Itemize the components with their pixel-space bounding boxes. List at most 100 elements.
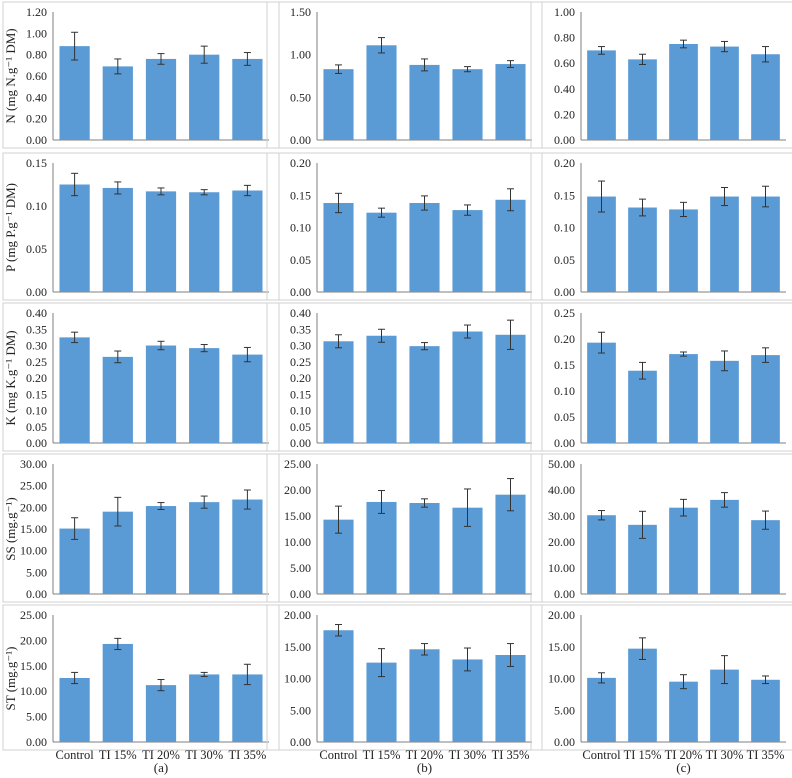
y-tick-label: 5.00 (26, 710, 47, 724)
bar-ST-b-2 (409, 649, 440, 742)
bar-ST-b-0 (323, 630, 354, 742)
y-tick-label: 0.00 (554, 436, 575, 450)
y-tick-label: 0.25 (554, 306, 575, 320)
chart-panel-ST-b: 0.00 5.00 10.00 15.00 20.00 Control TI 15% TI 2… (266, 604, 543, 762)
y-tick-label: 15.00 (20, 522, 47, 536)
chart-panel-K-a: 0.00 0.05 0.10 0.15 0.20 0.25 0.30 0.35 0.40 K (m… (2, 302, 280, 452)
y-tick-label: 0.00 (554, 735, 575, 749)
y-tick-label: 0.05 (26, 420, 47, 434)
y-tick-label: 20.00 (20, 633, 47, 647)
y-tick-label: 0.05 (554, 253, 575, 267)
x-category-label: TI 30% (185, 748, 223, 762)
x-category-label: TI 30% (706, 748, 744, 762)
y-tick-label: 20.00 (284, 608, 311, 622)
bar-ST-a-3 (189, 674, 220, 742)
y-tick-label: 30.00 (20, 457, 47, 471)
y-axis-title: P (mg P.g⁻¹ DM) (3, 183, 18, 272)
chart-panel-SS-a: 0.00 5.00 10.00 15.00 20.00 25.00 30.00 SS (mg.… (2, 453, 280, 603)
bar-K-a-2 (145, 345, 177, 443)
chart-frame (2, 302, 280, 452)
x-category-label: TI 15% (624, 748, 662, 762)
y-tick-label: 30.00 (548, 509, 575, 523)
y-tick-label: 20.00 (548, 535, 575, 549)
y-tick-label: 0.25 (290, 355, 311, 369)
y-tick-label: 1.20 (26, 5, 47, 19)
chart-panel-P-c: 0.00 0.05 0.10 0.15 0.20 (530, 152, 792, 301)
bar-P-a-3 (189, 192, 220, 292)
chart-frame (266, 604, 543, 751)
x-category-label: TI 35% (747, 748, 785, 762)
y-tick-label: 0.40 (554, 82, 575, 96)
y-tick-label: 0.15 (26, 387, 47, 401)
chart-panel-ST-c: 0.00 5.00 10.00 15.00 20.00 Control TI 15% TI 2… (530, 604, 792, 762)
y-tick-label: 0.05 (290, 253, 311, 267)
chart-panel-SS-c: 0.00 10.00 20.00 30.00 40.00 50.00 (530, 453, 792, 603)
y-tick-label: 1.00 (26, 26, 47, 40)
y-axis-title: K (mg K.g⁻¹ DM) (3, 330, 18, 425)
chart-panel-P-a: 0.00 0.05 0.10 0.15 P (mg P.g⁻¹ DM) (2, 152, 280, 301)
y-tick-label: 0.15 (290, 188, 311, 202)
y-tick-label: 15.00 (548, 640, 575, 654)
y-tick-label: 0.80 (554, 31, 575, 45)
panel-label-1: (b) (417, 760, 432, 775)
bar-P-c-1 (628, 207, 657, 292)
y-tick-label: 0.10 (554, 384, 575, 398)
chart-panel-N-b: 0.00 0.50 1.00 1.50 (266, 1, 543, 149)
bar-K-c-3 (710, 360, 739, 443)
y-tick-label: 0.40 (26, 306, 47, 320)
bar-K-a-1 (102, 356, 133, 443)
chart-frame (530, 453, 792, 603)
bar-SS-a-2 (145, 506, 177, 594)
x-category-label: Control (55, 748, 94, 762)
y-tick-label: 10.00 (20, 684, 47, 698)
bar-P-b-2 (409, 202, 440, 292)
y-tick-label: 0.05 (290, 420, 311, 434)
bar-K-a-0 (59, 337, 90, 443)
chart-frame (2, 1, 280, 149)
panel-label-0: (a) (154, 760, 168, 775)
bar-N-b-2 (409, 64, 440, 140)
chart-panel-ST-a: 0.00 5.00 10.00 15.00 20.00 25.00 ST (mg.g⁻¹) C… (2, 604, 280, 762)
chart-frame (266, 1, 543, 149)
bar-P-c-4 (751, 196, 780, 292)
bar-SS-c-3 (710, 499, 739, 594)
bar-ST-c-2 (669, 681, 698, 742)
y-tick-label: 1.00 (290, 48, 311, 62)
y-tick-label: 0.00 (26, 133, 47, 147)
bar-N-a-1 (102, 66, 133, 140)
chart-frame (530, 152, 792, 301)
bar-SS-b-1 (366, 501, 397, 594)
y-tick-label: 0.15 (554, 188, 575, 202)
bar-P-b-0 (323, 202, 354, 292)
y-tick-label: 5.00 (290, 561, 311, 575)
bar-N-a-2 (145, 58, 177, 140)
x-category-label: TI 35% (492, 748, 530, 762)
y-tick-label: 0.00 (554, 285, 575, 299)
chart-panel-K-b: 0.00 0.05 0.10 0.15 0.20 0.25 0.30 0.35 0.40 (266, 302, 543, 452)
x-category-label: TI 15% (363, 748, 401, 762)
bar-ST-c-4 (751, 679, 780, 742)
chart-panel-N-a: 0.00 0.20 0.40 0.60 0.80 1.00 1.20 N (mg N.g⁻¹ … (2, 1, 280, 149)
chart-frame (530, 604, 792, 751)
y-tick-label: 20.00 (20, 500, 47, 514)
y-tick-label: 0.00 (290, 436, 311, 450)
y-tick-label: 10.00 (548, 672, 575, 686)
bar-SS-c-4 (751, 520, 780, 594)
bar-P-c-2 (669, 209, 698, 292)
y-tick-label: 20.00 (284, 483, 311, 497)
y-tick-label: 0.10 (290, 221, 311, 235)
y-tick-label: 0.05 (26, 242, 47, 256)
x-category-label: TI 15% (99, 748, 137, 762)
y-tick-label: 15.00 (20, 659, 47, 673)
bar-ST-c-1 (628, 648, 657, 742)
bar-P-b-3 (452, 210, 483, 292)
bar-K-c-2 (669, 354, 698, 443)
bar-N-b-3 (452, 69, 483, 140)
bar-K-b-4 (495, 334, 526, 443)
y-tick-label: 0.15 (290, 387, 311, 401)
chart-frame (530, 302, 792, 452)
bar-N-a-0 (59, 46, 90, 141)
y-tick-label: 25.00 (284, 457, 311, 471)
y-tick-label: 0.20 (554, 332, 575, 346)
y-tick-label: 0.10 (26, 199, 47, 213)
